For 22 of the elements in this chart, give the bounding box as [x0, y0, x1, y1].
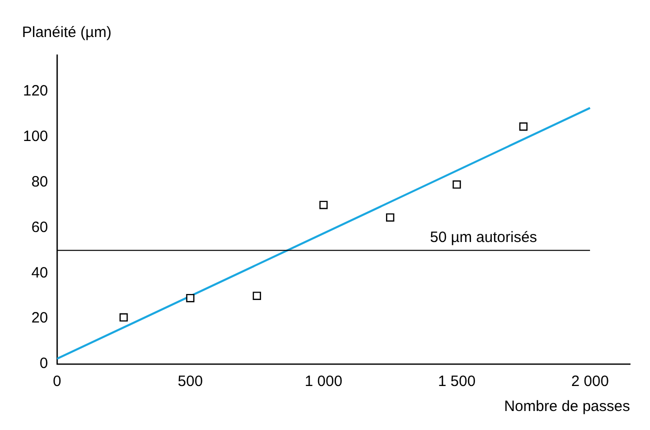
point	[386, 213, 394, 222]
x-tick-label: 1 000	[304, 373, 342, 390]
x-tick-label: 1 500	[438, 373, 476, 390]
y-tick-label: 60	[31, 218, 48, 236]
point	[186, 294, 194, 302]
y-tick-label: 120	[22, 82, 48, 100]
x-axis-title: Nombre de passes	[504, 398, 630, 416]
point	[319, 200, 328, 210]
y-tick-label: 20	[31, 310, 48, 327]
point	[120, 313, 128, 322]
ref-line-label: 50 µm autorisés	[430, 229, 538, 246]
y-tick-label: 80	[31, 173, 48, 190]
x-tick-label: 0	[52, 373, 62, 390]
y-axis-title: Planéité (µm)	[22, 24, 112, 41]
y-tick-label: 100	[22, 128, 48, 145]
y-tick-label: 40	[31, 264, 48, 282]
point	[452, 180, 461, 189]
y-tick-label: 0	[40, 355, 48, 372]
point	[252, 292, 262, 300]
x-tick-label: 2 000	[571, 373, 609, 390]
x-tick-label: 500	[178, 373, 203, 390]
point	[519, 122, 528, 131]
